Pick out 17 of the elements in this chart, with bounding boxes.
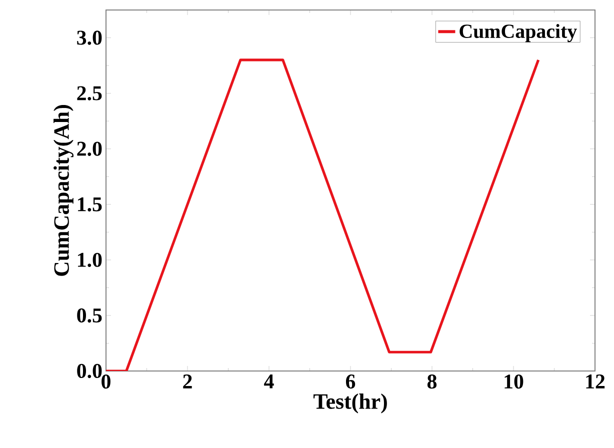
y-tick-label: 2.0	[77, 142, 102, 156]
y-tick-label: 0.0	[77, 364, 102, 378]
x-tick-label: 0	[102, 374, 110, 389]
x-tick-label: 6	[346, 374, 356, 389]
y-tick-label: 3.0	[77, 30, 102, 45]
x-tick-label: 2	[183, 374, 192, 388]
x-tick-label: 10	[504, 374, 524, 389]
y-tick-label: 1.0	[78, 252, 102, 268]
y-tick-label: 2.5	[77, 86, 102, 100]
y-tick-label: 1.5	[78, 197, 102, 212]
y-axis-title: CumCapacity(Ah)	[54, 105, 74, 276]
x-axis-title: Test(hr)	[314, 393, 387, 414]
y-tick-label: 0.5	[77, 308, 102, 323]
x-tick-label: 12	[586, 374, 605, 388]
x-tick-label: 4	[264, 374, 274, 388]
legend-label: CumCapacity	[460, 24, 577, 42]
x-tick-label: 8	[427, 374, 437, 389]
